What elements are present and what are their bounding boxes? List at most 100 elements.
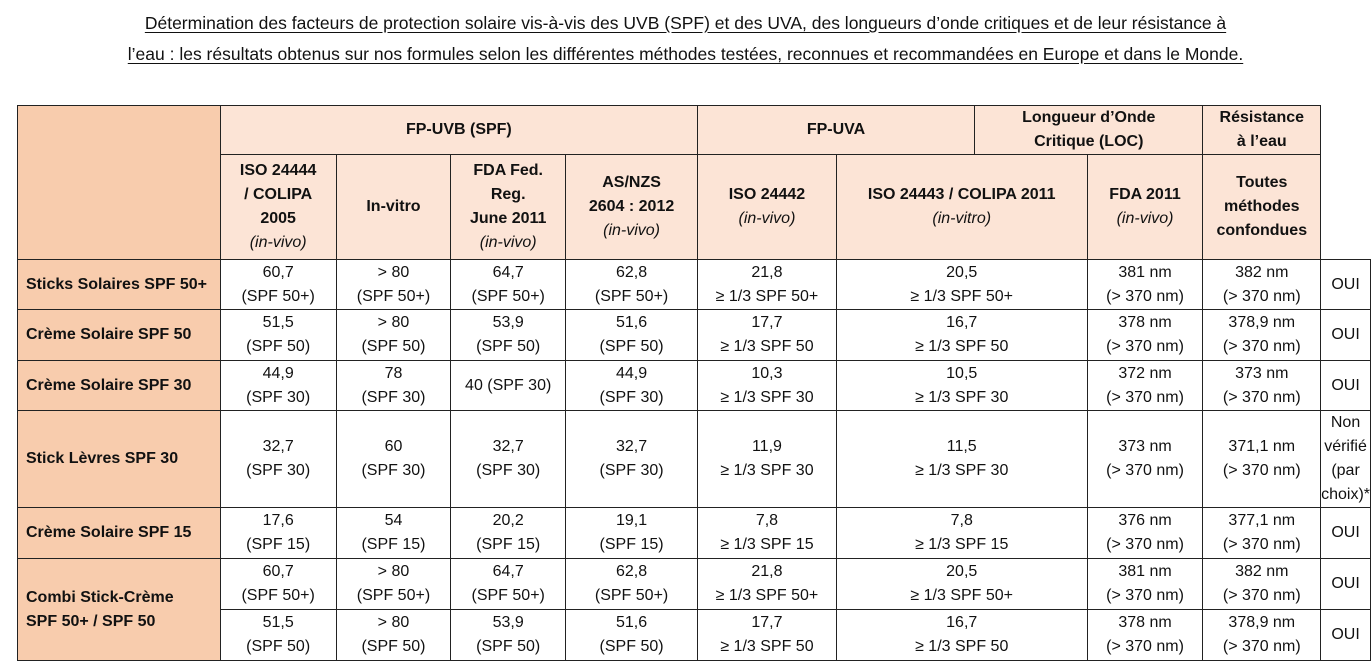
table-cell-line: 44,9: [262, 364, 294, 382]
table-cell-line: ≥ 1/3 SPF 30: [915, 388, 1009, 406]
table-cell: 60 (SPF 30): [335, 410, 452, 508]
table-cell-line: ≥ 1/3 SPF 15: [915, 536, 1009, 553]
table-cell: 378 nm (> 370 nm): [1086, 309, 1204, 361]
method-header-line: June 2011: [469, 210, 547, 227]
table-cell: OUI: [1320, 259, 1371, 310]
row-label: Combi Stick-Crème SPF 50+ / SPF 50: [17, 558, 221, 661]
method-header-note: (in-vivo): [603, 222, 660, 239]
table-cell-line: ≥ 1/3 SPF 50+: [715, 287, 819, 305]
method-header-line: / COLIPA: [244, 186, 313, 203]
table-cell-line: (SPF 50): [246, 638, 311, 655]
table-cell-line: (> 370 nm): [1222, 536, 1301, 553]
table-cell-line: 382 nm: [1235, 263, 1289, 281]
table-cell-line: ≥ 1/3 SPF 50: [720, 338, 814, 355]
group-header-loc: Longueur d’Onde Critique (LOC): [974, 105, 1204, 155]
table-cell: 17,7 ≥ 1/3 SPF 50: [697, 309, 837, 361]
table-cell: 40 (SPF 30): [450, 360, 567, 411]
row-label: Crème Solaire SPF 15: [17, 507, 221, 559]
table-cell-line: 17,6: [262, 512, 294, 529]
table-cell-line: 381 nm: [1118, 263, 1172, 281]
table-cell-line: ≥ 1/3 SPF 50: [915, 638, 1009, 655]
table-cell-line: (SPF 50+): [594, 287, 669, 305]
method-header-asnzs: AS/NZS 2604 : 2012 (in-vivo): [565, 154, 699, 260]
table-cell-line: (SPF 30): [361, 388, 426, 406]
results-table: FP-UVB (SPF) FP-UVA Longueur d’Onde Crit…: [17, 105, 1371, 661]
method-header-invitro: In-vitro: [335, 154, 452, 260]
table-cell-line: 21,8: [751, 263, 783, 281]
table-cell: 11,9 ≥ 1/3 SPF 30: [697, 410, 837, 508]
group-header-water-line: Résistance: [1219, 109, 1305, 126]
table-row: Crème Solaire SPF 30 44,9 (SPF 30) 78 (SPF 3…: [17, 360, 1371, 411]
table-cell-line: (SPF 50+): [356, 287, 431, 305]
table-cell: Non vérifié (par choix)*: [1320, 410, 1371, 508]
table-cell-line: 60: [384, 438, 403, 455]
table-cell-line: (> 370 nm): [1106, 587, 1184, 604]
table-cell-line: (SPF 30): [361, 462, 426, 479]
table-cell-line: (> 370 nm): [1222, 388, 1301, 406]
table-cell-line: (SPF 30): [599, 462, 664, 479]
table-cell-line: (SPF 50+): [356, 587, 431, 604]
table-cell-line: 53,9: [492, 614, 524, 631]
table-cell-line: (SPF 30): [246, 462, 311, 479]
table-cell-line: ≥ 1/3 SPF 50+: [715, 587, 819, 604]
table-cell: 371,1 nm (> 370 nm): [1202, 410, 1322, 508]
table-cell: 20,5 ≥ 1/3 SPF 50+: [835, 558, 1088, 610]
method-header-fda: FDA Fed. Reg. June 2011 (in-vivo): [450, 154, 567, 260]
table-cell: 51,6 (SPF 50): [565, 609, 699, 661]
table-cell-line: 372 nm: [1118, 364, 1172, 382]
table-cell: 7,8 ≥ 1/3 SPF 15: [697, 507, 837, 559]
table-cell-line: 64,7: [492, 263, 524, 281]
row-label-line: Crème Solaire SPF 15: [26, 524, 192, 541]
row-label-line: Combi Stick-Crème: [26, 588, 174, 606]
table-cell: 16,7 ≥ 1/3 SPF 50: [835, 609, 1088, 661]
table-cell-line: (SPF 50): [246, 338, 311, 355]
table-cell: 60,7 (SPF 50+): [219, 259, 337, 310]
table-cell-line: > 80: [377, 563, 410, 580]
row-label: Stick Lèvres SPF 30: [17, 410, 221, 508]
method-header-line: ISO 24442: [728, 186, 806, 203]
table-cell-line: (SPF 30): [599, 388, 664, 406]
method-header-line: 2604 : 2012: [588, 198, 675, 215]
table-row: Combi Stick-Crème SPF 50+ / SPF 50 60,7 (SP…: [17, 558, 1371, 661]
table-cell-line: 382 nm: [1235, 563, 1289, 580]
row-label: Sticks Solaires SPF 50+: [17, 259, 221, 310]
table-cell: 19,1 (SPF 15): [565, 507, 699, 559]
group-header-water-line: à l’eau: [1236, 133, 1287, 150]
table-cell-line: (par choix)*: [1321, 462, 1370, 503]
table-cell-line: > 80: [377, 614, 410, 631]
table-cell-line: (SPF 50): [361, 638, 426, 655]
method-header-note: (in-vitro): [932, 210, 992, 227]
table-cell-line: (> 370 nm): [1106, 462, 1184, 479]
table-cell-line: (SPF 50): [476, 338, 541, 355]
table-cell-line: ≥ 1/3 SPF 30: [915, 462, 1009, 479]
table-cell-line: 378,9 nm: [1228, 314, 1296, 331]
method-header-fda2011: FDA 2011 (in-vivo): [1086, 154, 1204, 260]
method-header-note: (in-vivo): [249, 234, 307, 251]
table-cell-line: > 80: [377, 263, 410, 281]
table-cell: 373 nm (> 370 nm): [1086, 410, 1204, 508]
table-cell: 32,7 (SPF 30): [565, 410, 699, 508]
table-cell: 62,8 (SPF 50+): [565, 558, 699, 610]
table-row: Stick Lèvres SPF 30 32,7 (SPF 30) 60 (SPF 30…: [17, 410, 1371, 508]
table-cell: 11,5 ≥ 1/3 SPF 30: [835, 410, 1088, 508]
table-cell-line: (SPF 50): [599, 638, 664, 655]
method-header-line: FDA Fed.: [473, 162, 543, 179]
table-row: Crème Solaire SPF 50 51,5 (SPF 50) > 80 (SPF…: [17, 309, 1371, 361]
table-cell-line: ≥ 1/3 SPF 30: [720, 462, 814, 479]
title-line-1: Détermination des facteurs de protection…: [144, 13, 1227, 33]
table-cell-line: Non vérifié: [1324, 414, 1367, 455]
table-cell-line: 62,8: [615, 263, 648, 281]
table-cell-line: (> 370 nm): [1106, 638, 1184, 655]
table-cell-line: (> 370 nm): [1222, 338, 1301, 355]
table-cell-line: 378 nm: [1118, 314, 1172, 331]
page-title: Détermination des facteurs de protection…: [0, 8, 1371, 70]
table-cell-line: 7,8: [950, 512, 973, 529]
table-cell: > 80 (SPF 50): [335, 309, 452, 361]
table-cell: 21,8 ≥ 1/3 SPF 50+: [697, 558, 837, 610]
table-cell-line: 373 nm: [1118, 438, 1172, 455]
table-cell-line: 60,7: [262, 263, 294, 281]
table-cell: OUI: [1320, 609, 1371, 661]
table-cell: 64,7 (SPF 50+): [450, 259, 567, 310]
table-cell-line: > 80: [377, 314, 410, 331]
table-cell-line: 21,8: [751, 563, 783, 580]
